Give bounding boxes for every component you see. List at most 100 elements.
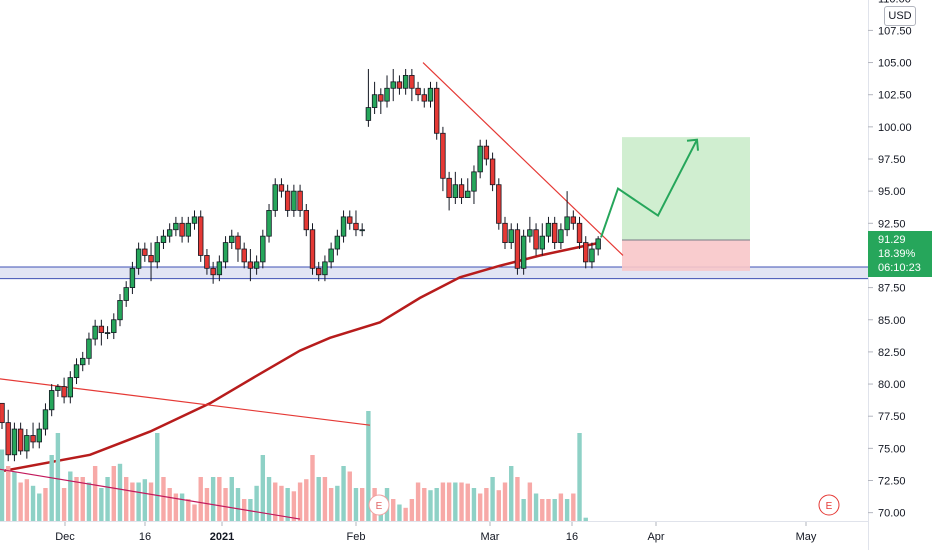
volume-bars — [0, 411, 588, 521]
candle — [92, 319, 98, 346]
candle — [415, 81, 421, 102]
last-price-label: 91.29 18.39% 06:10:23 — [868, 231, 932, 277]
trendline[interactable] — [422, 62, 624, 256]
candle — [514, 223, 521, 275]
volume-bar — [210, 477, 216, 521]
candle — [48, 384, 55, 417]
x-tick-label: May — [796, 531, 817, 543]
candle — [24, 429, 30, 459]
earnings-marker-label: E — [376, 501, 383, 512]
x-tick-label: 2021 — [210, 531, 234, 543]
volume-bar — [273, 482, 278, 521]
y-tick-label: 97.50 — [878, 154, 906, 166]
candle — [440, 126, 446, 192]
volume-bar — [434, 488, 439, 521]
y-tick-label: 92.50 — [878, 218, 906, 230]
candle — [564, 191, 570, 237]
candle — [533, 223, 539, 256]
volume-bar — [341, 466, 346, 521]
candle — [328, 242, 334, 269]
candle — [284, 184, 291, 217]
volume-bar — [105, 477, 110, 521]
candle — [210, 261, 216, 284]
volume-bar — [18, 482, 23, 521]
earnings-marker[interactable]: E — [368, 494, 390, 516]
candle — [502, 216, 508, 250]
volume-bar — [391, 499, 396, 521]
currency-unit-label[interactable]: USD — [884, 6, 916, 26]
candle — [173, 216, 179, 237]
volume-bar — [167, 488, 172, 521]
x-tick-label: Dec — [55, 531, 75, 543]
y-tick-label: 85.00 — [878, 315, 906, 327]
projection-path[interactable] — [600, 139, 698, 238]
candle — [111, 313, 117, 340]
candle — [527, 216, 533, 243]
last-price-value: 91.29 — [878, 234, 906, 246]
projection-arrowhead — [686, 138, 699, 151]
candle — [266, 204, 272, 243]
price-projection — [600, 138, 699, 238]
trendline[interactable] — [0, 468, 301, 520]
candle — [297, 184, 303, 217]
volume-bar — [322, 477, 328, 521]
volume-bar — [471, 488, 477, 521]
x-tick-label: 16 — [566, 531, 578, 543]
candle — [191, 210, 198, 230]
volume-bar — [92, 466, 98, 521]
volume-bar — [310, 455, 315, 521]
candle — [253, 255, 260, 275]
volume-bar — [80, 477, 85, 521]
volume-bar — [142, 479, 148, 521]
trendlines — [0, 62, 624, 520]
volume-bar — [99, 488, 104, 521]
volume-bar — [328, 488, 334, 521]
candle — [316, 261, 322, 282]
trendline[interactable] — [0, 378, 371, 426]
candle — [508, 223, 514, 250]
candle — [458, 178, 465, 205]
volume-bar — [446, 482, 452, 521]
candle — [477, 139, 483, 179]
time-axis[interactable]: Dec 16 2021 Feb Mar 16 Apr May — [55, 522, 817, 543]
bar-countdown: 06:10:23 — [878, 262, 921, 274]
candle — [409, 68, 415, 102]
volume-bar — [428, 490, 433, 521]
volume-bar — [254, 485, 259, 521]
candle — [278, 178, 285, 198]
moving-average-line — [0, 241, 601, 473]
candle — [272, 178, 278, 217]
x-tick-label: Mar — [481, 531, 500, 543]
earnings-marker[interactable]: E — [818, 494, 840, 516]
volume-bar — [502, 482, 508, 521]
volume-bar — [509, 466, 514, 521]
volume-bar — [235, 488, 241, 521]
y-tick-label: 95.00 — [878, 186, 906, 198]
candle — [496, 178, 502, 230]
volume-bar — [422, 488, 427, 521]
y-tick-label: 77.50 — [878, 411, 906, 423]
candle — [545, 216, 552, 243]
volume-bar — [533, 493, 539, 521]
candle — [154, 236, 160, 269]
candle — [334, 229, 341, 256]
volume-bar — [55, 433, 61, 521]
candle — [551, 216, 558, 250]
volume-bar — [30, 485, 36, 521]
volume-bar — [546, 499, 551, 521]
volume-bar — [403, 507, 408, 521]
candle — [446, 171, 452, 211]
candle — [98, 319, 105, 346]
moving-average-layer — [0, 241, 601, 473]
volume-bar — [291, 491, 297, 521]
volume-bar — [359, 488, 365, 521]
volume-bar — [37, 493, 42, 521]
y-tick-label: 107.50 — [878, 25, 912, 37]
candle — [291, 184, 297, 217]
volume-bar — [540, 499, 545, 521]
candle — [204, 249, 210, 275]
volume-bar — [49, 455, 54, 521]
volume-bar — [130, 482, 135, 521]
candle — [17, 422, 24, 455]
